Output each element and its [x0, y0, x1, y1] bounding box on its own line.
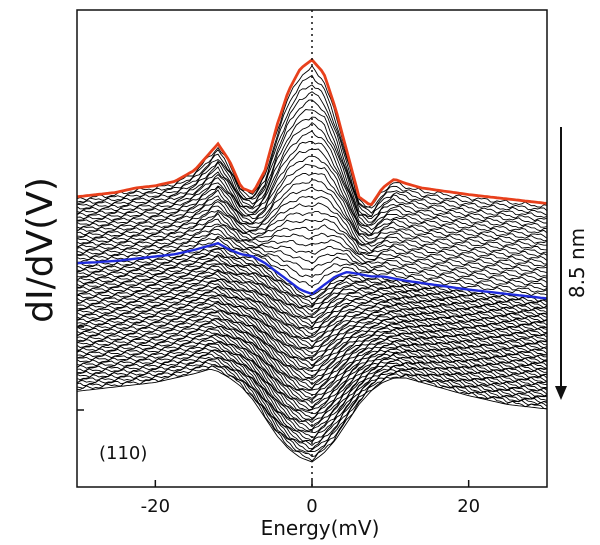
spectrum-trace [76, 109, 547, 224]
spectrum-trace [76, 235, 548, 293]
spectrum-trace [76, 186, 548, 257]
spectrum-trace [76, 270, 548, 334]
x-tick-label: 0 [306, 496, 317, 517]
y-axis-label: dI/dV(V) [20, 177, 61, 323]
spectrum-trace [76, 259, 548, 317]
spectrum-trace [76, 350, 548, 442]
x-tick-label: 20 [457, 496, 480, 517]
spectrum-trace [76, 172, 548, 251]
spectrum-trace [76, 74, 548, 212]
scale-bar-label: 8.5 nm [565, 228, 589, 298]
spectrum-trace [76, 209, 548, 267]
spectrum-trace [76, 202, 547, 265]
spectrum-trace [76, 163, 547, 247]
spectrum-trace [76, 256, 548, 315]
plot-frame [76, 9, 548, 488]
spectrum-trace [76, 155, 548, 244]
spectrum-trace [76, 308, 548, 381]
spectrum-trace [76, 335, 548, 421]
spectrum-trace [76, 287, 548, 357]
spectrum-trace [76, 116, 548, 228]
top-trace-red [76, 57, 548, 207]
spectrum-trace [76, 339, 548, 423]
highlight-trace-blue [76, 241, 548, 300]
spectrum-trace [76, 225, 548, 284]
spectrum-trace [76, 302, 548, 377]
spectrum-trace [76, 330, 548, 412]
spectrum-trace [76, 282, 548, 349]
spectrum-trace [76, 84, 548, 216]
spectrum-trace [76, 250, 548, 309]
spectrum-trace [76, 291, 548, 359]
spectra-traces [76, 57, 548, 463]
spectrum-trace [76, 91, 548, 218]
scale-bar-arrowhead [555, 386, 567, 400]
x-axis-label: Energy(mV) [261, 516, 380, 540]
spectrum-trace [76, 218, 548, 277]
spectrum-trace [76, 130, 548, 234]
spectrum-trace [76, 347, 548, 433]
scale-bar: 8.5 nm [555, 127, 589, 400]
x-tick-label: -20 [141, 496, 170, 517]
spectrum-trace [76, 305, 548, 379]
spectrum-trace [76, 232, 548, 291]
spectrum-trace [76, 369, 548, 463]
spectrum-trace [77, 268, 548, 328]
spectrum-trace [76, 212, 548, 274]
spectrum-trace [76, 319, 548, 399]
spectrum-trace [76, 359, 548, 452]
spectrum-trace [76, 141, 548, 239]
panel-label: (110) [99, 443, 147, 464]
x-axis-ticks: -20 0 20 [141, 480, 480, 517]
